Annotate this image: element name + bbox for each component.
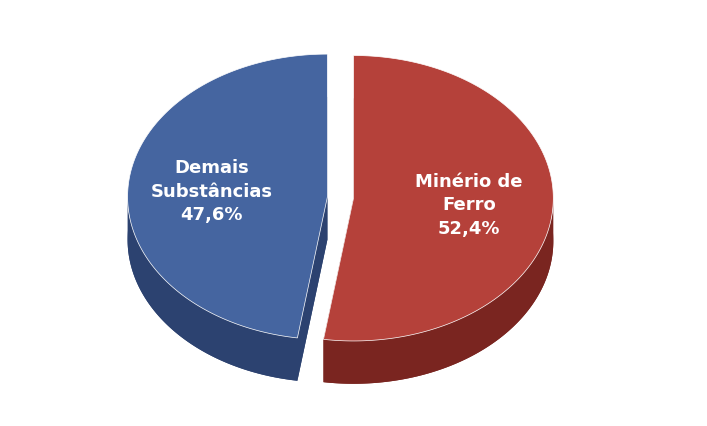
Polygon shape [298,197,327,381]
Polygon shape [324,56,554,341]
Polygon shape [324,199,554,384]
Polygon shape [127,199,298,381]
Polygon shape [127,55,327,338]
Polygon shape [324,99,554,384]
Text: Minério de
Ferro
52,4%: Minério de Ferro 52,4% [415,173,522,238]
Polygon shape [127,98,327,381]
Text: Demais
Substâncias
47,6%: Demais Substâncias 47,6% [151,158,273,224]
Polygon shape [324,199,354,382]
